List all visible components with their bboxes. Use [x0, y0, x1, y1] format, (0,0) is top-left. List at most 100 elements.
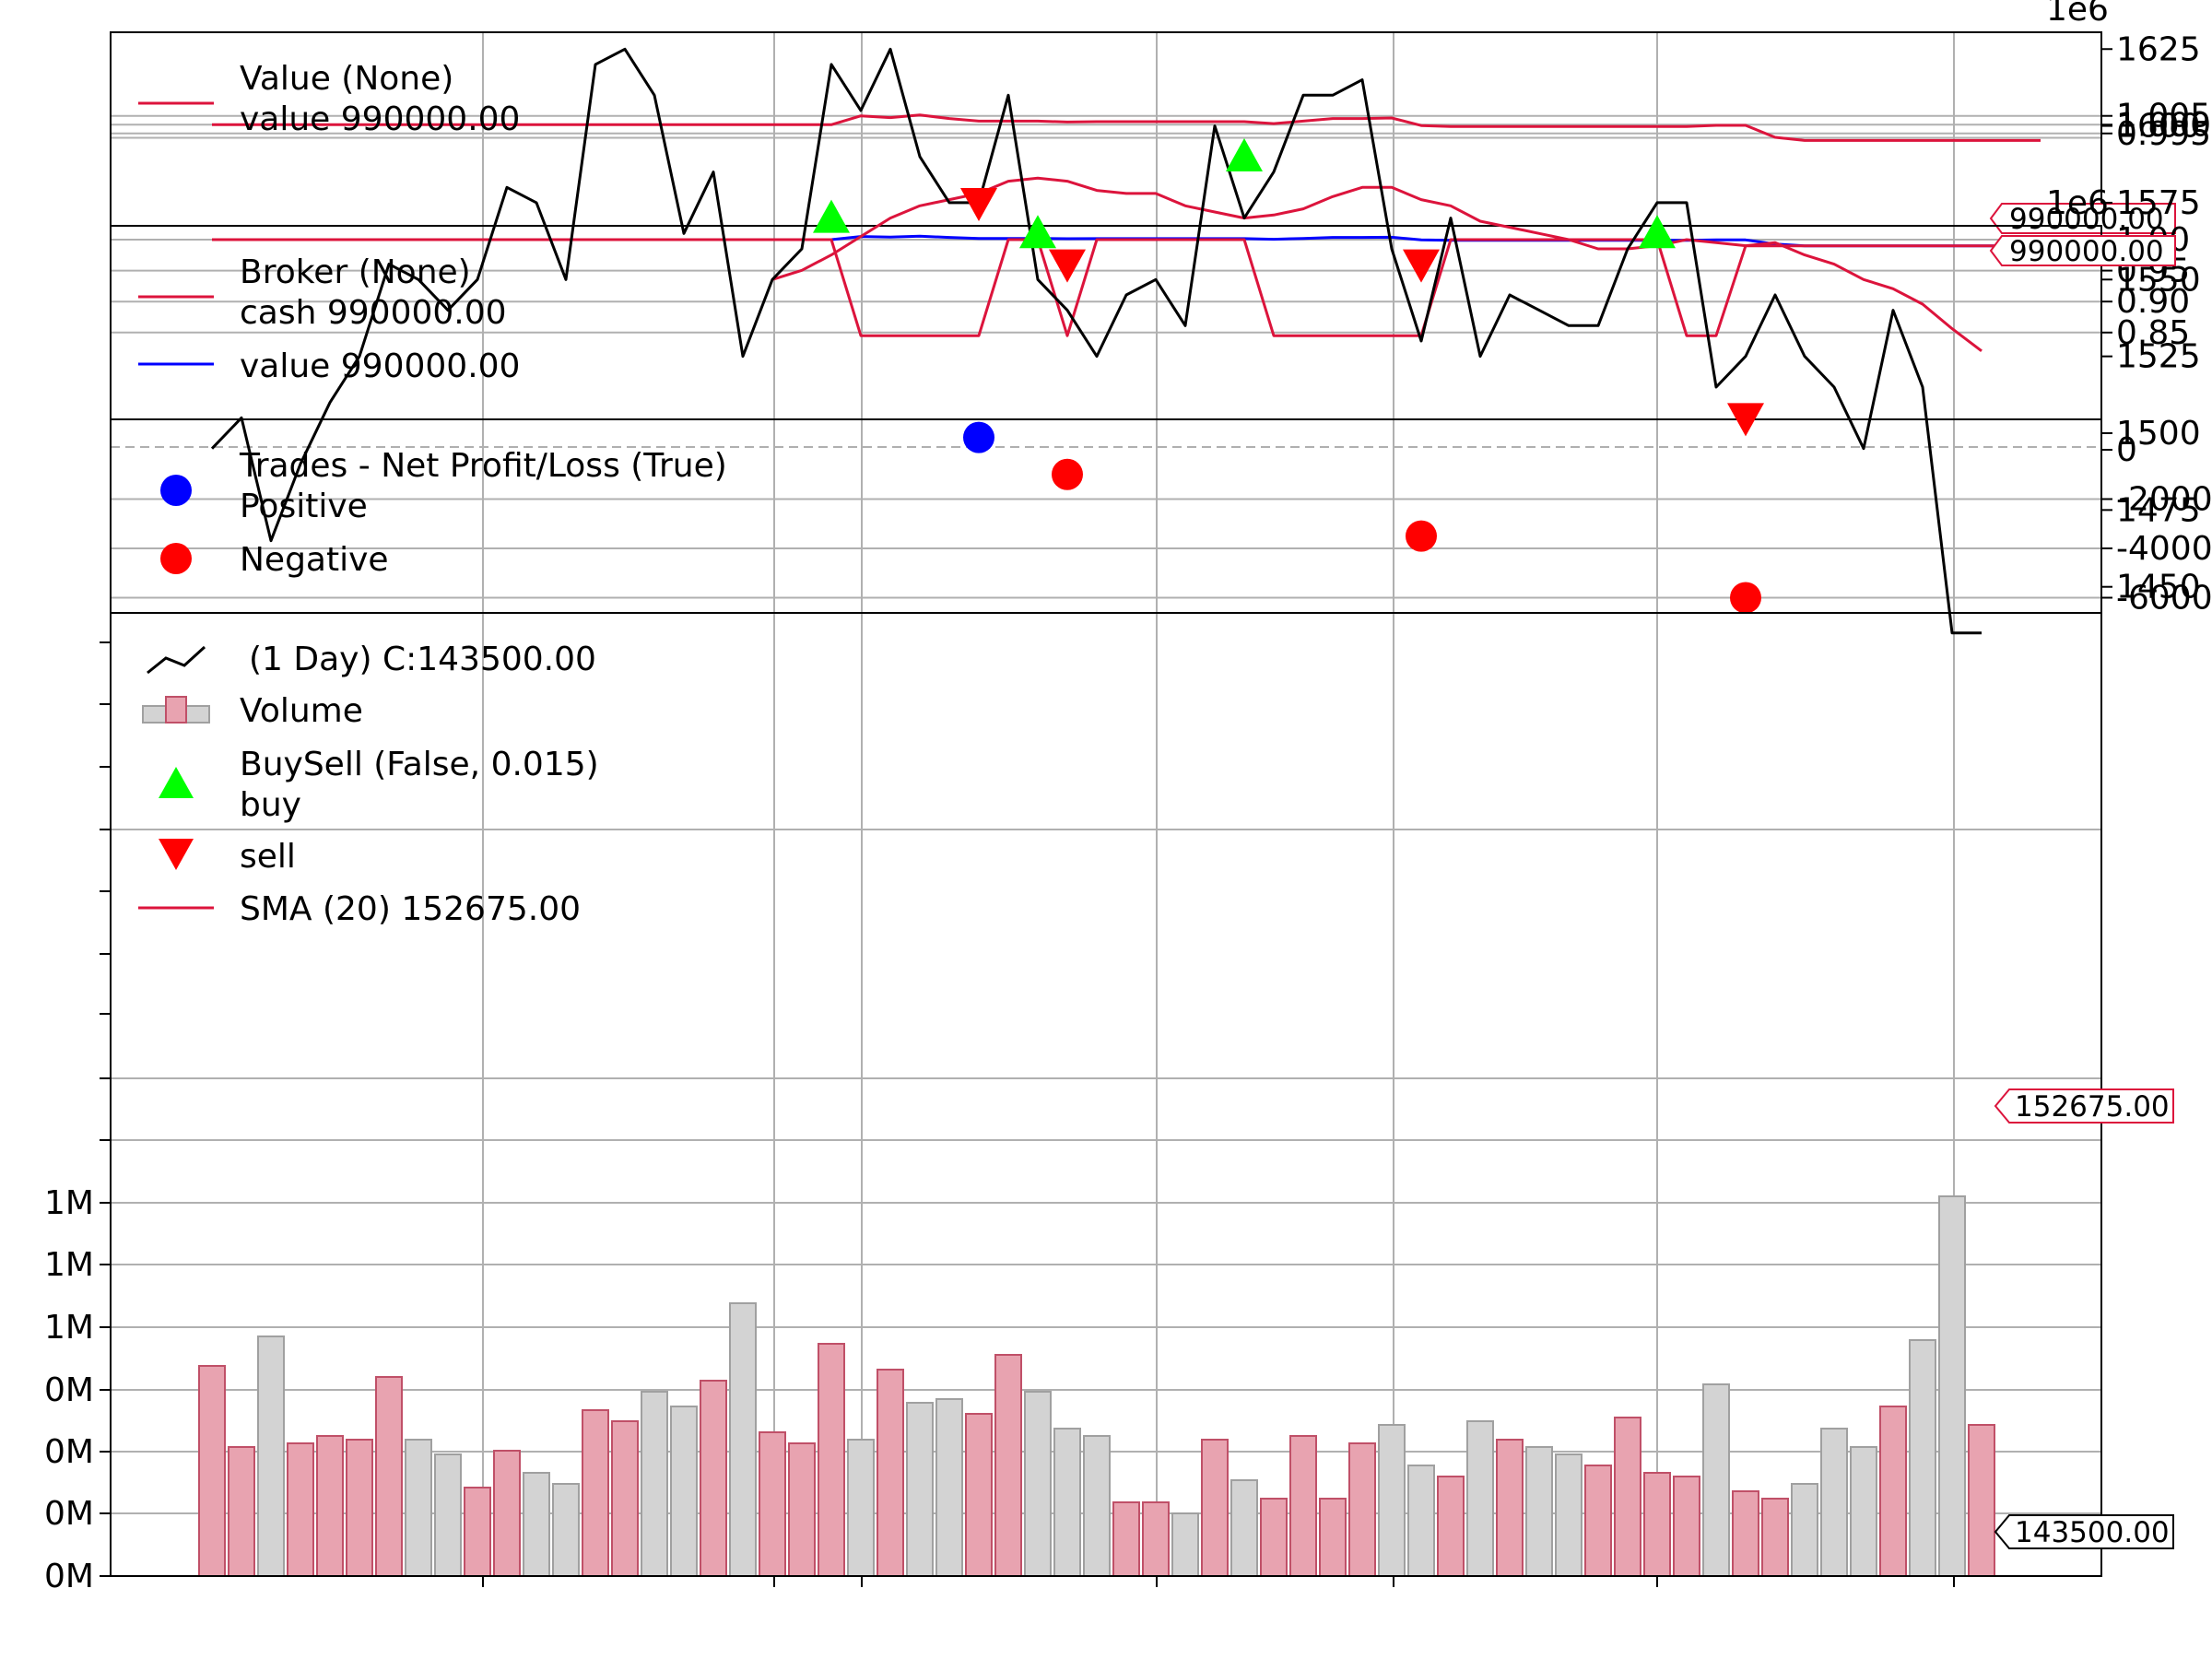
trades-legend: Trades - Net Profit/Loss (True) Positive…	[160, 447, 727, 579]
volume-bar-7	[405, 1439, 432, 1577]
volume-bar-29	[1053, 1428, 1081, 1577]
volume-bar-41	[1407, 1465, 1435, 1577]
broker-tag-box	[1989, 235, 2176, 266]
broker-y-ticks: 0.850.900.951.00	[2101, 221, 2190, 352]
volume-bar-4	[316, 1435, 344, 1577]
broker-cash-line	[212, 238, 2041, 337]
volume-tick-label-3: 0M	[44, 1371, 94, 1409]
ytick-label-0-0: 0.995	[2116, 115, 2211, 153]
volume-bar-46	[1555, 1453, 1583, 1577]
volume-bar-48	[1614, 1417, 1641, 1577]
value-legend: Value (None) value 990000.00	[138, 60, 520, 138]
buy-marker-3	[1639, 215, 1676, 249]
volume-bar-12	[552, 1483, 580, 1577]
ytick-label-2-0: -6000	[2116, 580, 2212, 618]
volume-y-ticks: 0M 0M 0M 0M 1M 1M 1M	[44, 641, 111, 1595]
volume-legend-up-swatch	[165, 696, 187, 724]
volume-bar-37	[1289, 1435, 1317, 1577]
volume-bar-23	[877, 1369, 904, 1577]
price-legend-buysell: BuySell (False, 0.015)	[240, 746, 599, 783]
volume-bar-1	[228, 1446, 255, 1577]
volume-bar-8	[434, 1453, 462, 1577]
value-legend-title: Value (None)	[240, 60, 453, 98]
volume-bar-31	[1112, 1501, 1140, 1577]
ytick-label-3-1: 1475	[2116, 491, 2201, 529]
volume-bar-13	[582, 1409, 609, 1577]
volume-bar-40	[1378, 1424, 1406, 1577]
trade-negative-point-0	[1052, 458, 1083, 490]
volume-bar-15	[641, 1391, 668, 1577]
price-close-line	[210, 47, 1982, 635]
value-lines	[212, 113, 2041, 142]
trades-y-ticks: -6000 -4000 -2000 0	[2101, 431, 2212, 618]
price-tag-text: 143500.00	[2015, 1516, 2170, 1549]
volume-bar-25	[935, 1398, 963, 1577]
volume-bar-33	[1171, 1512, 1199, 1577]
broker-lines	[212, 234, 2041, 337]
price-legend-line-icon	[147, 645, 206, 675]
volume-bar-17	[700, 1380, 727, 1577]
volume-bar-36	[1260, 1498, 1288, 1577]
trades-panel: -6000 -4000 -2000 0 Trades - Net Profit/Los…	[110, 418, 2212, 618]
sell-marker-0	[960, 187, 997, 221]
volume-bar-24	[906, 1402, 934, 1577]
buy-legend-marker	[159, 767, 194, 798]
trade-negative-point-1	[1406, 520, 1437, 552]
trades-gridlines	[111, 419, 2101, 613]
ytick-label-1-1: 0.90	[2116, 283, 2190, 321]
volume-bar-10	[493, 1450, 521, 1577]
volume-bar-18	[729, 1302, 757, 1577]
volume-bar-38	[1319, 1498, 1347, 1577]
volume-bar-32	[1142, 1501, 1170, 1577]
value-offset-label: 1e6	[2046, 0, 2109, 29]
volume-tick-label-2: 0M	[44, 1433, 94, 1471]
volume-bar-27	[994, 1354, 1022, 1577]
volume-bar-11	[523, 1472, 550, 1577]
ytick-label-0-1: 1.000	[2116, 106, 2211, 144]
ytick-label-3-4: 1550	[2116, 261, 2201, 299]
sell-legend-marker	[159, 839, 194, 870]
broker-legend-title: Broker (None)	[240, 253, 471, 291]
volume-bar-49	[1643, 1472, 1671, 1577]
volume-bar-54	[1791, 1483, 1818, 1577]
price-legend-data: (1 Day) C:143500.00	[249, 641, 596, 678]
value-series-line	[212, 113, 2041, 142]
volume-bar-16	[670, 1406, 698, 1577]
trades-legend-negative: Negative	[240, 541, 389, 579]
volume-bar-20	[788, 1442, 816, 1577]
volume-bar-52	[1732, 1490, 1759, 1577]
price-legend-volume: Volume	[240, 692, 363, 730]
price-y-ticks: 1450 1475 1500 1525 1550 1575 1600 1625	[2101, 30, 2201, 606]
volume-bar-34	[1201, 1439, 1229, 1577]
volume-bar-14	[611, 1420, 639, 1577]
price-legend-sma: SMA (20) 152675.00	[240, 890, 581, 928]
volume-tick-label-4: 1M	[44, 1309, 94, 1347]
volume-bar-9	[464, 1487, 491, 1577]
volume-bar-2	[257, 1335, 285, 1577]
broker-last-tag: 990000.00	[1989, 235, 2176, 268]
volume-tick-label-5: 1M	[44, 1246, 94, 1284]
volume-bar-50	[1673, 1476, 1700, 1577]
ytick-label-2-2: -2000	[2116, 481, 2212, 519]
ytick-label-3-2: 1500	[2116, 415, 2201, 453]
volume-bar-51	[1702, 1383, 1730, 1577]
volume-bar-43	[1466, 1420, 1494, 1577]
volume-bar-55	[1820, 1428, 1848, 1577]
ytick-label-3-5: 1575	[2116, 184, 2201, 222]
trade-positive-point-0	[963, 421, 994, 453]
volume-bar-28	[1024, 1391, 1052, 1577]
buy-marker-2	[1226, 137, 1263, 171]
ytick-label-0-2: 1.005	[2116, 98, 2211, 135]
volume-bar-26	[965, 1413, 993, 1577]
volume-bar-58	[1909, 1339, 1936, 1577]
ytick-label-1-0: 0.85	[2116, 314, 2190, 352]
volume-bar-45	[1525, 1446, 1553, 1577]
volume-bar-0	[198, 1365, 226, 1577]
volume-bar-3	[287, 1442, 314, 1577]
volume-bar-53	[1761, 1498, 1789, 1577]
buysell-markers	[813, 137, 1764, 437]
trade-negative-point-2	[1730, 582, 1761, 614]
price-legend-buy: buy	[240, 786, 301, 824]
